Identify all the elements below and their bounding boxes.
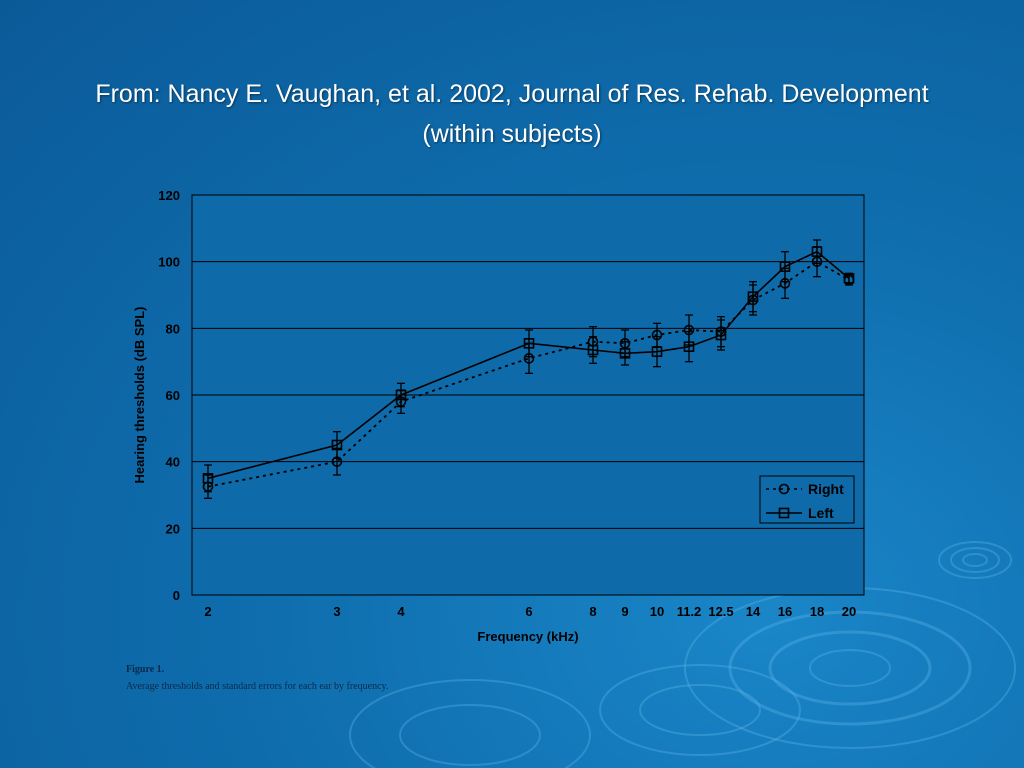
point-left (715, 329, 727, 341)
point-left (523, 338, 535, 349)
point-left (331, 439, 343, 451)
slide-title: From: Nancy E. Vaughan, et al. 2002, Jou… (95, 80, 929, 108)
x-tick-label: 6 (525, 604, 532, 619)
x-tick-label: 2 (204, 604, 211, 619)
figure-caption-text: Average thresholds and standard errors f… (126, 681, 389, 692)
y-axis-label: Hearing thresholds (dB SPL) (132, 307, 147, 484)
x-tick-label: 16 (778, 604, 792, 619)
y-tick-labels: 0 20 40 60 80 100 120 (158, 188, 180, 603)
point-left (619, 348, 631, 359)
y-tick-label: 40 (166, 455, 180, 470)
point-left (395, 389, 407, 401)
point-left (843, 273, 855, 284)
slide-subtitle: (within subjects) (422, 120, 602, 148)
point-left (779, 261, 791, 272)
gridlines (192, 261, 864, 529)
x-tick-label: 11.2 (677, 604, 702, 619)
legend-marker-right (778, 483, 790, 495)
x-tick-label: 3 (333, 604, 340, 619)
y-tick-label: 80 (166, 321, 180, 336)
x-tick-label: 10 (650, 604, 664, 619)
legend-box (759, 475, 855, 524)
point-left (202, 473, 214, 484)
x-tick-label: 20 (842, 604, 856, 619)
x-tick-label: 12.5 (708, 604, 733, 619)
x-tick-label: 18 (810, 604, 824, 619)
legend-label-left: Left (808, 505, 834, 521)
x-tick-label: 9 (621, 604, 628, 619)
x-tick-label: 4 (397, 604, 405, 619)
y-tick-label: 60 (166, 388, 180, 403)
x-tick-labels: 2 3 4 6 8 9 10 11.2 12.5 14 16 18 20 (204, 604, 856, 619)
y-tick-label: 20 (166, 521, 180, 536)
x-tick-label: 14 (746, 604, 761, 619)
y-tick-label: 0 (173, 588, 180, 603)
x-axis-label: Frequency (kHz) (477, 629, 578, 644)
y-tick-label: 100 (158, 255, 180, 270)
legend-label-right: Right (808, 481, 844, 497)
legend: Right Left (759, 475, 855, 524)
figure-caption-title: Figure 1. (126, 664, 165, 675)
legend-marker-left (778, 507, 790, 519)
point-left (587, 344, 599, 356)
series-group (202, 239, 855, 499)
point-left (747, 291, 759, 302)
point-left (651, 346, 663, 357)
x-tick-label: 8 (589, 604, 596, 619)
point-left (683, 341, 695, 352)
y-tick-label: 120 (158, 188, 180, 203)
point-left (811, 246, 823, 257)
